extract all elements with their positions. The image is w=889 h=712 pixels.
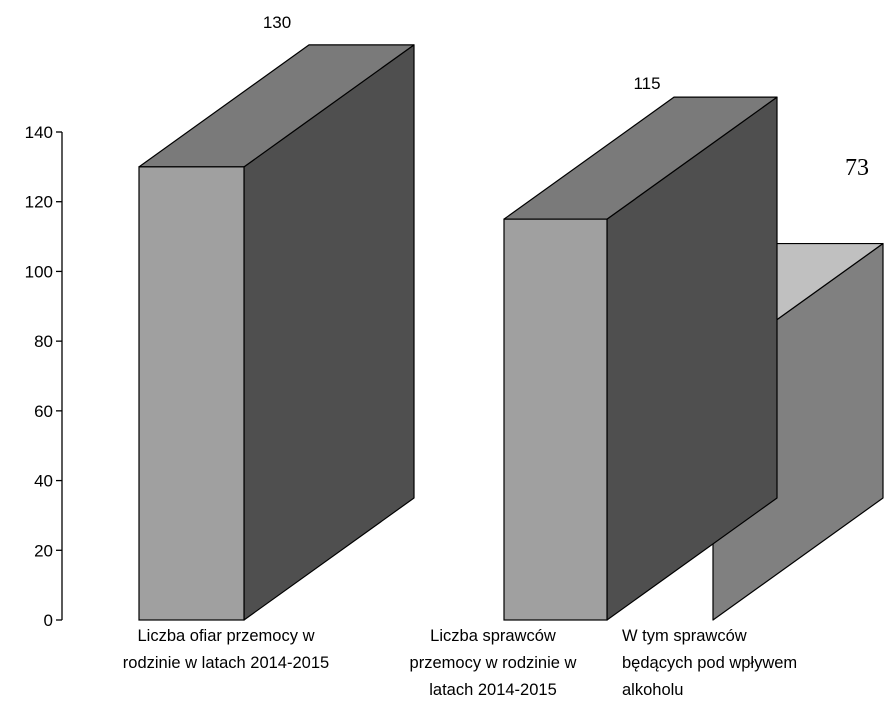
y-tick-label-40: 40 — [34, 472, 53, 491]
y-tick-label-120: 120 — [25, 193, 53, 212]
category-label-2-line-3: latach 2014-2015 — [429, 681, 557, 699]
y-tick-label-20: 20 — [34, 541, 53, 560]
bar-2-front-face — [503, 218, 608, 621]
y-tick-label-60: 60 — [34, 402, 53, 421]
labels: 130 115 73 Liczba ofiar przemocy w rodzinie … — [123, 13, 869, 699]
category-label-1-line-2: rodzinie w latach 2014-2015 — [123, 654, 329, 672]
bar-1-front-face — [138, 166, 245, 621]
category-label-2-line-1: Liczba sprawców — [430, 627, 556, 645]
data-label-1: 130 — [263, 13, 291, 32]
y-axis: 0 20 40 60 80 100 120 140 — [25, 123, 63, 630]
bars — [138, 44, 884, 621]
bar-1 — [138, 44, 415, 621]
data-label-2: 115 — [633, 74, 660, 93]
category-label-2-line-2: przemocy w rodzinie w — [410, 654, 577, 672]
bar-2 — [503, 96, 778, 621]
category-label-1-line-1: Liczba ofiar przemocy w — [138, 627, 315, 645]
y-tick-label-80: 80 — [34, 332, 53, 351]
category-label-3-line-1: W tym sprawców — [622, 627, 747, 645]
data-label-3: 73 — [845, 155, 869, 181]
y-tick-label-0: 0 — [44, 611, 53, 630]
y-tick-label-140: 140 — [25, 123, 53, 142]
category-label-3-line-2: będących pod wpływem — [622, 654, 797, 672]
category-label-3-line-3: alkoholu — [622, 681, 683, 699]
y-tick-label-100: 100 — [25, 262, 53, 281]
